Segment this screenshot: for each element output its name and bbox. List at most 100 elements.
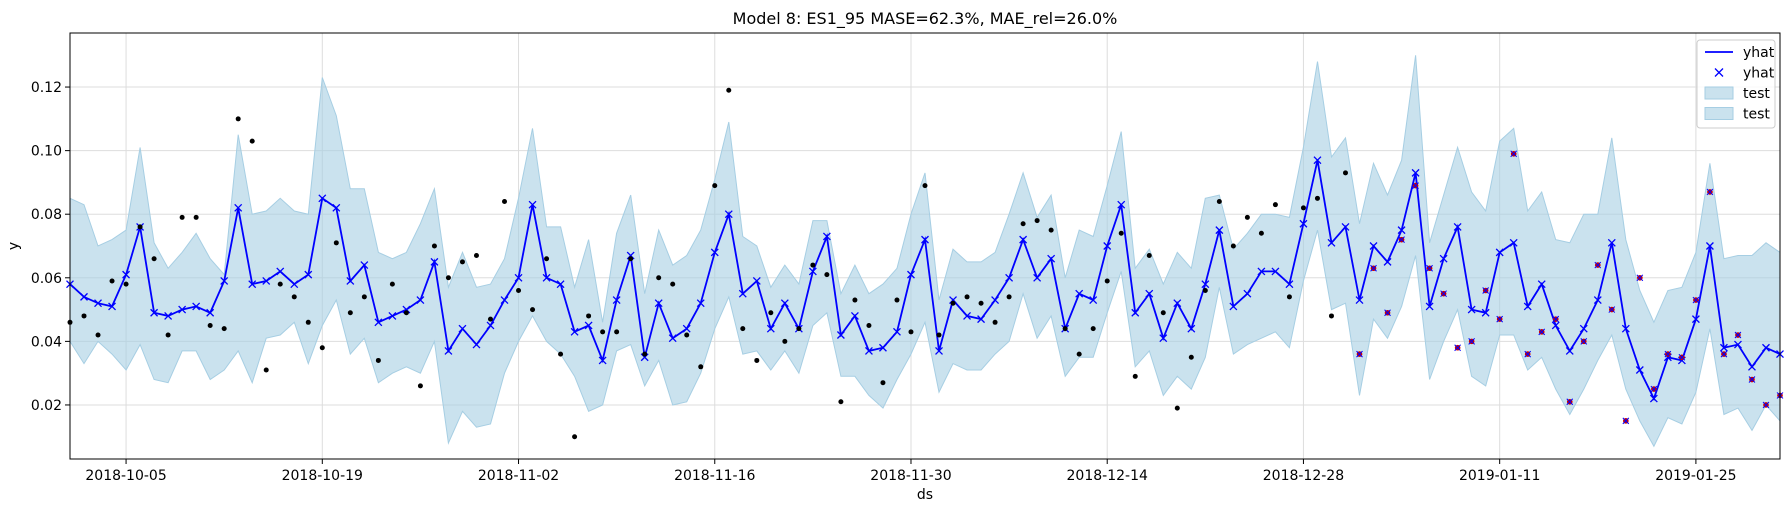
yhat-marker — [164, 311, 173, 320]
test-point-marker — [1524, 350, 1532, 358]
test-point-marker — [1510, 150, 1518, 158]
yhat-marker — [1733, 340, 1742, 349]
train-point — [249, 138, 255, 144]
yhat-marker — [556, 280, 565, 289]
test-point-marker — [1552, 315, 1560, 323]
train-point — [1132, 373, 1138, 379]
train-point — [628, 256, 634, 262]
test-point-marker — [1482, 287, 1490, 294]
yhat-marker — [1201, 280, 1210, 289]
yhat-marker — [276, 267, 285, 276]
yhat-marker — [304, 270, 313, 279]
yhat-marker — [542, 273, 551, 282]
yhat-marker — [1509, 238, 1518, 247]
train-point — [123, 281, 129, 287]
yhat-marker — [598, 356, 607, 365]
train-point — [1230, 243, 1236, 249]
yhat-marker — [1397, 226, 1406, 235]
yhat-marker — [1355, 296, 1364, 305]
train-point — [1104, 278, 1110, 284]
yhat-marker — [878, 343, 887, 352]
yhat-marker — [1313, 156, 1322, 165]
train-point — [417, 383, 423, 389]
x-tick-label: 2019-01-11 — [1459, 468, 1540, 484]
test-point-marker — [1594, 261, 1602, 269]
yhat-marker — [724, 210, 733, 219]
train-points — [67, 87, 1348, 440]
yhat-marker — [122, 270, 131, 279]
yhat-marker — [1257, 267, 1266, 276]
yhat-marker — [907, 270, 915, 279]
yhat-marker — [991, 296, 1000, 305]
x-tick-label: 2018-11-02 — [478, 468, 559, 484]
train-point — [1244, 214, 1250, 220]
test-point-marker — [1608, 306, 1616, 313]
yhat-marker — [1607, 238, 1616, 247]
train-point — [838, 399, 844, 405]
yhat-marker — [963, 311, 972, 320]
yhat-marker — [612, 296, 621, 305]
x-tick-label: 2019-01-25 — [1655, 468, 1736, 484]
train-point — [1118, 230, 1124, 236]
x-tick-label: 2018-11-30 — [870, 468, 951, 484]
chart-title: Model 8: ES1_95 MASE=62.3%, MAE_rel=26.0… — [733, 9, 1118, 29]
train-point — [1328, 313, 1334, 319]
train-point — [992, 319, 998, 325]
yhat-marker — [864, 346, 873, 355]
yhat-marker — [1215, 226, 1224, 235]
train-point — [109, 278, 115, 284]
train-point — [1202, 288, 1208, 294]
train-point — [1188, 354, 1194, 360]
test-point-marker — [1720, 350, 1728, 358]
yhat-marker — [346, 277, 355, 285]
train-point — [586, 313, 592, 319]
train-point — [361, 294, 367, 300]
train-point — [698, 364, 704, 370]
yhat-marker — [1117, 200, 1126, 209]
train-point — [516, 288, 522, 294]
train-point — [179, 214, 185, 220]
yhat-marker — [1341, 222, 1350, 231]
yhat-marker — [262, 277, 271, 285]
y-tick-label: 0.08 — [31, 207, 62, 223]
yhat-marker — [836, 331, 845, 339]
yhat-marker — [1537, 280, 1546, 289]
yhat-marker — [500, 296, 509, 305]
train-point — [445, 275, 451, 281]
yhat-marker — [1229, 302, 1238, 311]
yhat-marker — [430, 257, 439, 266]
train-point — [894, 297, 900, 303]
yhat-marker — [1089, 296, 1098, 305]
yhat-marker — [416, 296, 425, 305]
test-points — [1356, 150, 1784, 425]
train-point — [1020, 221, 1026, 227]
yhat-marker — [332, 203, 341, 212]
test-point-marker — [1566, 398, 1574, 406]
yhat-marker — [1425, 302, 1434, 311]
yhat-marker — [1327, 238, 1336, 247]
yhat-marker — [514, 273, 523, 282]
train-point — [810, 262, 816, 268]
plot-frame — [69, 32, 1781, 460]
yhat-marker — [290, 280, 299, 289]
train-point — [950, 300, 956, 306]
yhat-marker — [1453, 222, 1462, 231]
train-point — [684, 332, 690, 338]
y-tick-label: 0.02 — [31, 398, 62, 414]
yhat-marker — [682, 324, 691, 333]
train-point — [1342, 170, 1348, 176]
test-point-marker — [1762, 401, 1770, 409]
train-point — [137, 224, 143, 230]
yhat-marker — [178, 305, 187, 314]
train-point — [782, 338, 788, 344]
yhat-marker — [1033, 273, 1042, 282]
test-point-marker — [1538, 328, 1546, 336]
yhat-marker — [1565, 346, 1574, 355]
train-point — [165, 332, 171, 338]
yhat-marker — [1719, 343, 1728, 352]
yhat-marker — [1159, 334, 1168, 343]
yhat-marker — [1075, 289, 1084, 298]
legend-label: test — [1743, 86, 1770, 102]
x-tick-label: 2018-11-16 — [674, 468, 755, 484]
